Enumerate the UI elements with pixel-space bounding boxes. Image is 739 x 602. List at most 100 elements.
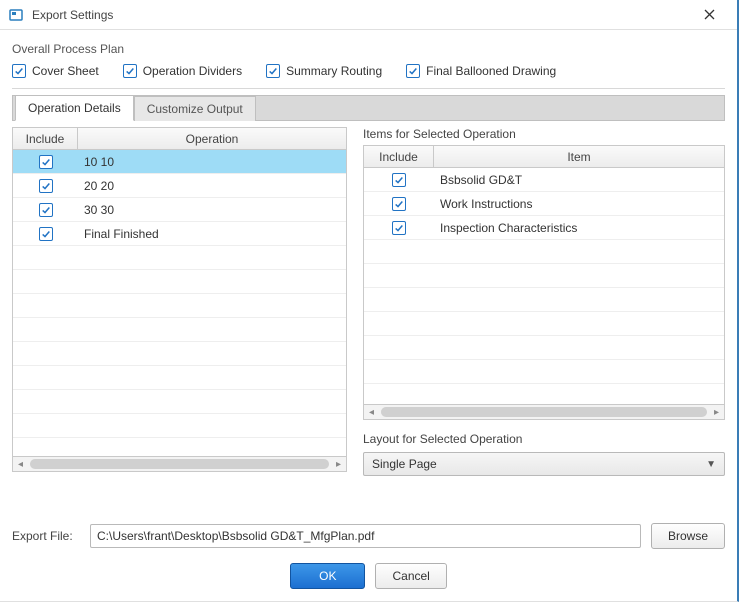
table-row[interactable]: Inspection Characteristics	[364, 216, 724, 240]
table-row-empty	[13, 246, 346, 270]
overall-check-1[interactable]: Operation Dividers	[123, 64, 242, 78]
check-icon	[408, 66, 418, 76]
close-button[interactable]	[689, 0, 729, 30]
table-row[interactable]: 10 10	[13, 150, 346, 174]
check-icon	[125, 66, 135, 76]
overall-check-2[interactable]: Summary Routing	[266, 64, 382, 78]
operations-pane: Include Operation 10 1020 2030 30Final F…	[12, 127, 347, 507]
table-row[interactable]: Work Instructions	[364, 192, 724, 216]
table-row-empty	[364, 240, 724, 264]
operations-grid-body: 10 1020 2030 30Final Finished	[13, 150, 346, 456]
table-row[interactable]: 20 20	[13, 174, 346, 198]
checkbox[interactable]	[39, 179, 53, 193]
table-row-empty	[13, 318, 346, 342]
layout-value: Single Page	[372, 457, 437, 471]
row-item-cell: Inspection Characteristics	[434, 216, 724, 239]
row-include-cell	[364, 168, 434, 191]
operations-grid: Include Operation 10 1020 2030 30Final F…	[12, 127, 347, 457]
row-operation-cell: 10 10	[78, 150, 346, 173]
op-col-operation[interactable]: Operation	[78, 128, 346, 149]
table-row-empty	[364, 288, 724, 312]
export-file-input[interactable]	[90, 524, 641, 548]
close-icon	[704, 9, 715, 20]
check-icon	[41, 157, 51, 167]
overall-label: Overall Process Plan	[12, 42, 725, 56]
items-pane: Items for Selected Operation Include Ite…	[363, 127, 725, 507]
export-label: Export File:	[12, 529, 80, 543]
check-label: Final Ballooned Drawing	[426, 64, 556, 78]
table-row[interactable]: Bsbsolid GD&T	[364, 168, 724, 192]
overall-check-3[interactable]: Final Ballooned Drawing	[406, 64, 556, 78]
check-icon	[41, 181, 51, 191]
panes: Include Operation 10 1020 2030 30Final F…	[12, 127, 725, 507]
scroll-left-icon: ◂	[364, 406, 379, 419]
cancel-button[interactable]: Cancel	[375, 563, 446, 589]
checkbox[interactable]	[39, 155, 53, 169]
table-row-empty	[13, 390, 346, 414]
scroll-thumb[interactable]	[381, 407, 707, 417]
operations-hscroll[interactable]: ◂ ▸	[12, 457, 347, 472]
row-operation-cell: Final Finished	[78, 222, 346, 245]
scroll-track	[381, 407, 707, 417]
check-icon	[394, 175, 404, 185]
window-title: Export Settings	[32, 8, 689, 22]
scroll-track	[30, 459, 329, 469]
check-icon	[394, 223, 404, 233]
check-icon	[41, 205, 51, 215]
export-row: Export File: Browse	[12, 523, 725, 549]
table-row-empty	[13, 270, 346, 294]
layout-combo[interactable]: Single Page ▼	[363, 452, 725, 476]
table-row[interactable]: 30 30	[13, 198, 346, 222]
checkbox[interactable]	[406, 64, 420, 78]
overall-check-0[interactable]: Cover Sheet	[12, 64, 99, 78]
checkbox[interactable]	[392, 173, 406, 187]
table-row[interactable]: Final Finished	[13, 222, 346, 246]
scroll-right-icon: ▸	[709, 406, 724, 419]
check-icon	[14, 66, 24, 76]
dialog-buttons: OK Cancel	[12, 563, 725, 589]
items-grid-body: Bsbsolid GD&TWork InstructionsInspection…	[364, 168, 724, 404]
chevron-down-icon: ▼	[706, 459, 716, 470]
table-row-empty	[13, 366, 346, 390]
checkbox[interactable]	[39, 227, 53, 241]
item-col-include[interactable]: Include	[364, 146, 434, 167]
row-item-cell: Work Instructions	[434, 192, 724, 215]
table-row-empty	[13, 342, 346, 366]
dialog-body: Overall Process Plan Cover Sheet Operatio…	[0, 30, 737, 601]
table-row-empty	[364, 264, 724, 288]
tab-operation-details[interactable]: Operation Details	[15, 95, 134, 121]
row-operation-cell: 30 30	[78, 198, 346, 221]
checkbox[interactable]	[392, 197, 406, 211]
items-hscroll[interactable]: ◂ ▸	[363, 405, 725, 420]
ok-button[interactable]: OK	[290, 563, 365, 589]
tabstrip: Operation DetailsCustomize Output	[12, 95, 725, 121]
browse-button[interactable]: Browse	[651, 523, 725, 549]
row-include-cell	[364, 216, 434, 239]
check-label: Operation Dividers	[143, 64, 242, 78]
tab-customize-output[interactable]: Customize Output	[134, 96, 256, 121]
check-icon	[268, 66, 278, 76]
items-grid-header: Include Item	[364, 146, 724, 168]
row-include-cell	[364, 192, 434, 215]
scroll-thumb[interactable]	[30, 459, 329, 469]
check-icon	[41, 229, 51, 239]
table-row-empty	[13, 414, 346, 438]
item-col-item[interactable]: Item	[434, 146, 724, 167]
items-grid: Include Item Bsbsolid GD&TWork Instructi…	[363, 145, 725, 405]
operations-grid-header: Include Operation	[13, 128, 346, 150]
checkbox[interactable]	[392, 221, 406, 235]
table-row-empty	[364, 336, 724, 360]
app-icon	[8, 7, 24, 23]
row-include-cell	[13, 174, 78, 197]
table-row-empty	[13, 294, 346, 318]
op-col-include[interactable]: Include	[13, 128, 78, 149]
check-label: Summary Routing	[286, 64, 382, 78]
checkbox[interactable]	[123, 64, 137, 78]
table-row-empty	[364, 312, 724, 336]
checkbox[interactable]	[39, 203, 53, 217]
checkbox[interactable]	[12, 64, 26, 78]
checkbox[interactable]	[266, 64, 280, 78]
scroll-left-icon: ◂	[13, 458, 28, 471]
overall-checks: Cover Sheet Operation Dividers Summary Rou…	[12, 64, 725, 78]
layout-label: Layout for Selected Operation	[363, 432, 725, 446]
